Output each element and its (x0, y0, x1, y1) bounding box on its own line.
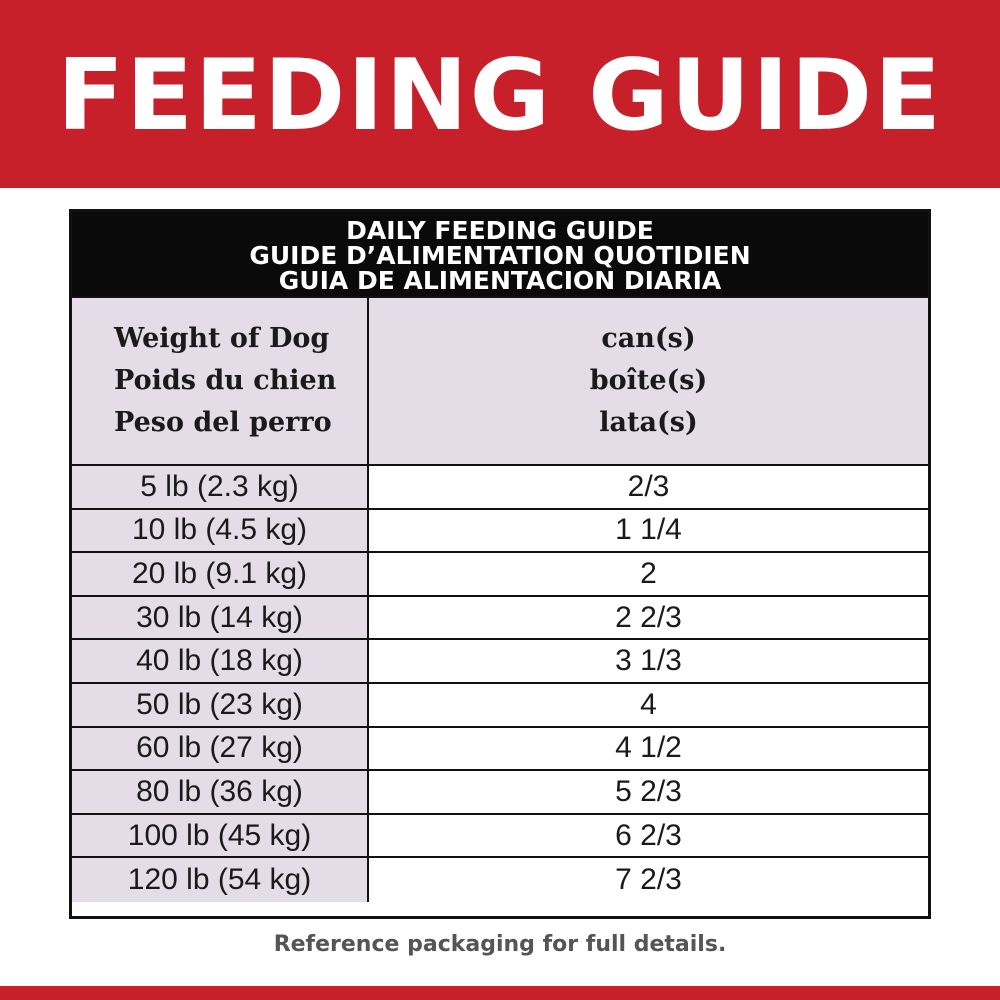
column-header-cans-es: lata(s) (599, 407, 698, 438)
weight-cell: 60 lb (27 kg) (72, 727, 369, 770)
table-row: 50 lb (23 kg) 4 (72, 683, 928, 728)
column-header-weight-fr: Poids du chien (114, 365, 337, 396)
table-row: 10 lb (4.5 kg) 1 1/4 (72, 509, 928, 554)
table-title-line-fr: GUIDE D’ALIMENTATION QUOTIDIEN (249, 240, 751, 270)
table-title-line-es: GUIA DE ALIMENTACION DIARIA (278, 265, 722, 295)
weight-cell: 40 lb (18 kg) (72, 640, 369, 682)
column-headers: Weight of Dog Poids du chien Peso del pe… (72, 298, 928, 466)
column-header-weight: Weight of Dog Poids du chien Peso del pe… (72, 298, 369, 464)
cans-cell: 4 1/2 (369, 727, 928, 770)
cans-cell: 3 1/3 (369, 640, 928, 682)
table-row: 100 lb (45 kg) 6 2/3 (72, 814, 928, 859)
table-title-line-en: DAILY FEEDING GUIDE (346, 215, 654, 245)
title-banner: FEEDING GUIDE (0, 0, 1000, 188)
table-row: 120 lb (54 kg) 7 2/3 (72, 858, 928, 902)
table-row: 40 lb (18 kg) 3 1/3 (72, 640, 928, 684)
page-title: FEEDING GUIDE (57, 39, 943, 153)
weight-cell: 30 lb (14 kg) (72, 596, 369, 639)
table-row: 5 lb (2.3 kg) 2/3 (72, 466, 928, 510)
table-row: 80 lb (36 kg) 5 2/3 (72, 771, 928, 815)
weight-cell: 120 lb (54 kg) (72, 858, 369, 902)
weight-cell: 80 lb (36 kg) (72, 771, 369, 813)
weight-cell: 100 lb (45 kg) (72, 814, 369, 857)
table-row: 30 lb (14 kg) 2 2/3 (72, 596, 928, 641)
footnote: Reference packaging for full details. (273, 932, 727, 957)
table-row: 20 lb (9.1 kg) 2 (72, 553, 928, 597)
cans-cell: 2/3 (369, 466, 928, 508)
column-header-cans: can(s) boîte(s) lata(s) (369, 298, 928, 464)
weight-cell: 5 lb (2.3 kg) (72, 466, 369, 508)
weight-cell: 20 lb (9.1 kg) (72, 553, 369, 595)
cans-cell: 7 2/3 (369, 858, 928, 902)
weight-cell: 10 lb (4.5 kg) (72, 509, 369, 552)
table-body: 5 lb (2.3 kg) 2/3 10 lb (4.5 kg) 1 1/4 2… (72, 466, 928, 902)
column-header-weight-en: Weight of Dog (114, 323, 330, 354)
cans-cell: 4 (369, 683, 928, 726)
cans-cell: 5 2/3 (369, 771, 928, 813)
bottom-accent-bar (0, 986, 1000, 1000)
table-title-header: DAILY FEEDING GUIDE GUIDE D’ALIMENTATION… (72, 212, 928, 298)
cans-cell: 1 1/4 (369, 509, 928, 552)
cans-cell: 2 (369, 553, 928, 595)
feeding-table: DAILY FEEDING GUIDE GUIDE D’ALIMENTATION… (69, 209, 931, 919)
cans-cell: 6 2/3 (369, 814, 928, 857)
table-row: 60 lb (27 kg) 4 1/2 (72, 727, 928, 772)
column-header-cans-fr: boîte(s) (589, 365, 708, 396)
column-header-weight-es: Peso del perro (114, 407, 332, 438)
column-header-cans-en: can(s) (601, 323, 696, 354)
cans-cell: 2 2/3 (369, 596, 928, 639)
weight-cell: 50 lb (23 kg) (72, 683, 369, 726)
